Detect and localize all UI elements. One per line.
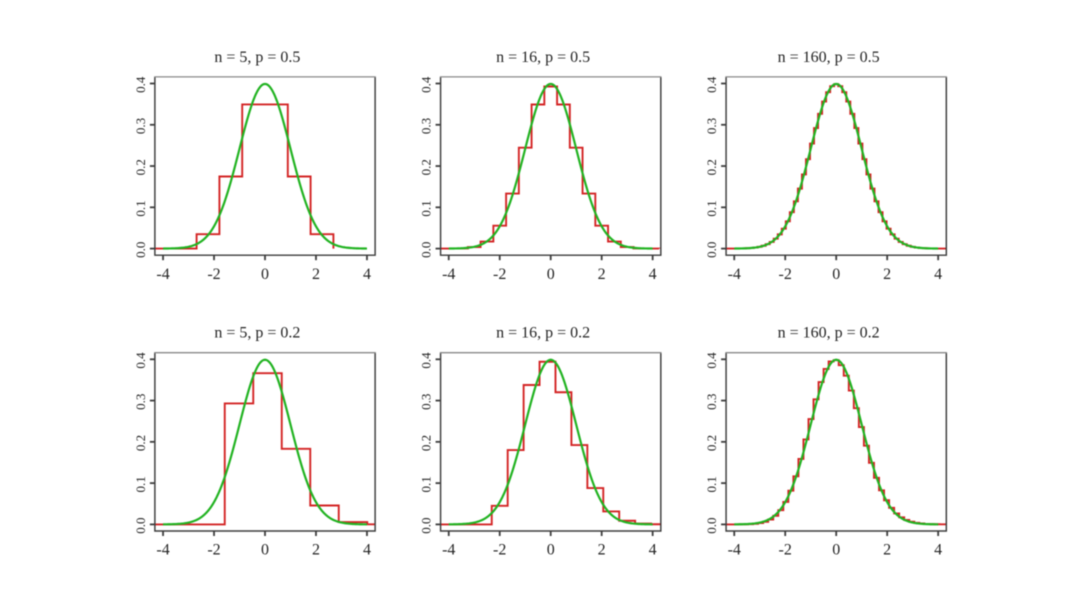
svg-text:2: 2 (312, 266, 320, 283)
svg-text:n = 5, p = 0.5: n = 5, p = 0.5 (214, 49, 300, 66)
svg-text:-2: -2 (493, 542, 506, 559)
svg-text:0.4: 0.4 (133, 352, 148, 369)
svg-text:0.2: 0.2 (704, 435, 719, 451)
svg-text:n = 5, p = 0.2: n = 5, p = 0.2 (214, 325, 300, 342)
svg-text:0.1: 0.1 (133, 200, 148, 216)
svg-text:-4: -4 (156, 542, 169, 559)
svg-text:0.3: 0.3 (133, 118, 148, 134)
svg-text:2: 2 (883, 542, 891, 559)
svg-text:0.0: 0.0 (133, 242, 148, 258)
svg-text:0: 0 (261, 266, 269, 283)
svg-text:0.3: 0.3 (419, 118, 434, 134)
svg-text:0.2: 0.2 (704, 159, 719, 175)
svg-text:2: 2 (312, 542, 320, 559)
svg-text:0.1: 0.1 (419, 476, 434, 492)
svg-text:0.0: 0.0 (133, 517, 148, 533)
svg-text:0: 0 (832, 266, 840, 283)
svg-text:4: 4 (363, 542, 371, 559)
svg-text:0: 0 (261, 542, 269, 559)
svg-text:-4: -4 (442, 266, 455, 283)
svg-text:-2: -2 (493, 266, 506, 283)
svg-text:0.2: 0.2 (419, 435, 434, 451)
svg-text:0.3: 0.3 (133, 394, 148, 410)
svg-text:0.4: 0.4 (704, 76, 719, 93)
svg-text:4: 4 (649, 266, 657, 283)
svg-text:-4: -4 (156, 266, 169, 283)
svg-text:0.4: 0.4 (419, 76, 434, 93)
svg-text:4: 4 (363, 266, 371, 283)
svg-text:-2: -2 (779, 542, 792, 559)
svg-text:0.3: 0.3 (704, 394, 719, 410)
svg-text:2: 2 (598, 542, 606, 559)
svg-text:4: 4 (934, 542, 942, 559)
svg-text:0.4: 0.4 (704, 352, 719, 369)
svg-text:0.3: 0.3 (704, 118, 719, 134)
svg-text:0: 0 (547, 542, 555, 559)
svg-text:0.0: 0.0 (419, 517, 434, 533)
svg-text:4: 4 (934, 266, 942, 283)
svg-text:2: 2 (598, 266, 606, 283)
svg-text:0.0: 0.0 (704, 242, 719, 258)
svg-text:n = 160, p = 0.5: n = 160, p = 0.5 (778, 49, 880, 66)
svg-text:0.2: 0.2 (133, 159, 148, 175)
svg-text:-4: -4 (728, 266, 741, 283)
svg-text:0.0: 0.0 (419, 242, 434, 258)
svg-text:n = 16, p = 0.2: n = 16, p = 0.2 (496, 325, 590, 342)
svg-text:0.1: 0.1 (704, 200, 719, 216)
svg-text:0.2: 0.2 (133, 435, 148, 451)
svg-text:n = 16, p = 0.5: n = 16, p = 0.5 (496, 49, 590, 66)
svg-text:-4: -4 (442, 542, 455, 559)
svg-text:0.3: 0.3 (419, 394, 434, 410)
svg-text:n = 160, p = 0.2: n = 160, p = 0.2 (778, 325, 880, 342)
svg-text:2: 2 (883, 266, 891, 283)
svg-text:0.2: 0.2 (419, 159, 434, 175)
svg-text:-2: -2 (207, 542, 220, 559)
svg-text:0.1: 0.1 (419, 200, 434, 216)
svg-text:0.4: 0.4 (133, 76, 148, 93)
svg-text:0.1: 0.1 (704, 476, 719, 492)
svg-text:-4: -4 (728, 542, 741, 559)
svg-text:0.1: 0.1 (133, 476, 148, 492)
svg-text:0: 0 (832, 542, 840, 559)
svg-text:4: 4 (649, 542, 657, 559)
svg-text:-2: -2 (207, 266, 220, 283)
svg-text:-2: -2 (779, 266, 792, 283)
svg-text:0: 0 (547, 266, 555, 283)
svg-text:0.4: 0.4 (419, 352, 434, 369)
svg-text:0.0: 0.0 (704, 517, 719, 533)
